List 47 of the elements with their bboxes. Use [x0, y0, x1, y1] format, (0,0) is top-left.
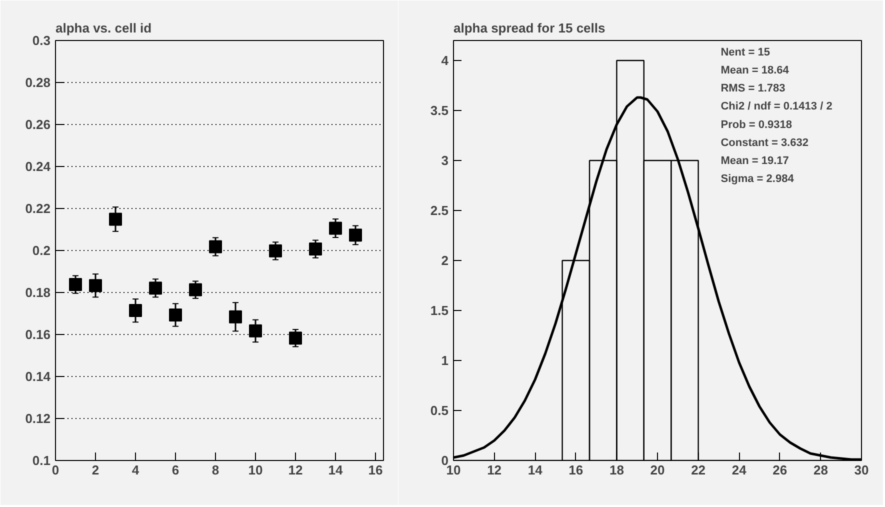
x-tick-label: 26 [772, 462, 788, 478]
chart-title: alpha vs. cell id [56, 20, 152, 36]
y-tick-label: 0.5 [430, 403, 449, 418]
annotation: Nent = 15 [720, 46, 770, 59]
y-tick-label: 0.14 [25, 369, 52, 384]
y-tick-label: 0.1 [32, 453, 51, 468]
chart-title: alpha spread for 15 cells [454, 20, 606, 36]
y-tick-label: 2.5 [430, 203, 449, 218]
x-tick-label: 16 [568, 462, 584, 478]
y-tick-label: 1.5 [430, 303, 449, 318]
y-tick-label: 0.3 [32, 33, 51, 48]
y-tick-label: 0.2 [32, 243, 51, 258]
y-tick-label: 0.26 [25, 117, 51, 132]
x-tick-label: 16 [368, 462, 383, 478]
annotation: Mean = 18.64 [720, 64, 790, 77]
annotation: Constant = 3.632 [720, 136, 808, 149]
y-tick-label: 0.24 [25, 159, 52, 174]
y-tick-label: 1 [441, 353, 449, 368]
y-tick-label: 2 [441, 253, 449, 268]
x-tick-label: 30 [854, 462, 869, 478]
y-tick-label: 4 [441, 53, 450, 68]
x-tick-label: 2 [92, 462, 100, 478]
annotation: Sigma = 2.984 [720, 172, 795, 185]
x-tick-label: 18 [609, 462, 624, 478]
x-tick-label: 8 [212, 462, 220, 478]
x-tick-label: 6 [172, 462, 180, 478]
annotation: Chi2 / ndf = 0.1413 / 2 [720, 100, 832, 113]
y-tick-label: 0.28 [25, 75, 51, 90]
y-tick-label: 0.18 [25, 285, 51, 300]
x-tick-label: 22 [691, 462, 706, 478]
annotation: RMS = 1.783 [720, 82, 786, 95]
y-tick-label: 0.16 [25, 327, 51, 342]
x-tick-label: 14 [328, 462, 344, 478]
annotation: Mean = 19.17 [720, 154, 789, 167]
x-tick-label: 24 [732, 462, 748, 478]
y-tick-label: 0.12 [25, 411, 51, 426]
x-tick-label: 12 [487, 462, 502, 478]
annotation: Prob = 0.9318 [720, 118, 792, 131]
x-tick-label: 28 [813, 462, 828, 478]
x-tick-label: 14 [528, 462, 544, 478]
y-tick-label: 3.5 [430, 103, 449, 118]
x-tick-label: 12 [288, 462, 303, 478]
y-tick-label: 3 [441, 153, 449, 168]
x-tick-label: 20 [650, 462, 665, 478]
y-tick-label: 0.22 [25, 201, 51, 216]
x-tick-label: 10 [248, 462, 263, 478]
x-tick-label: 4 [132, 462, 140, 478]
